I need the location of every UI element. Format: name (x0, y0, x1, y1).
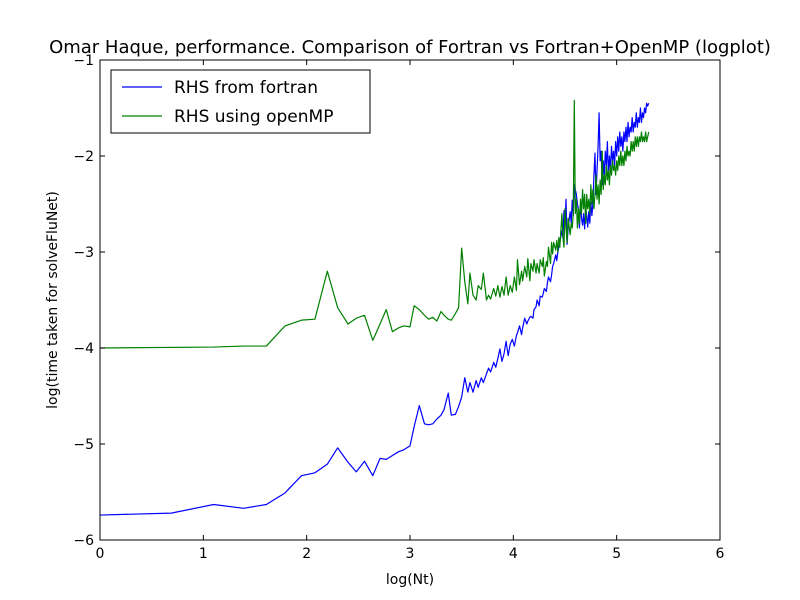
y-tick-label: −5 (73, 437, 94, 453)
y-tick-label: −4 (73, 341, 94, 357)
legend-label-rhs-from-fortran: RHS from fortran (174, 78, 318, 98)
x-tick-label: 6 (716, 546, 725, 562)
y-tick-label: −3 (73, 245, 94, 261)
x-tick-label: 0 (96, 546, 105, 562)
x-tick-label: 4 (509, 546, 518, 562)
x-tick-label: 5 (612, 546, 621, 562)
ticks-layer: 0 1 2 3 4 5 6 −6 −5 −4 −3 −2 −1 (73, 53, 724, 562)
series-line-rhs-using-openmp (99, 99, 650, 349)
y-tick-label: −2 (73, 149, 94, 165)
x-axis-label: log(Nt) (386, 572, 434, 588)
x-tick-label: 1 (199, 546, 208, 562)
x-tick-label: 2 (302, 546, 311, 562)
y-tick-label: −6 (73, 533, 94, 549)
y-tick-label: −1 (73, 53, 94, 69)
x-tick-label: 3 (406, 546, 415, 562)
y-axis-label: log(time taken for solveFluNet) (45, 191, 61, 409)
chart-title: Omar Haque, performance. Comparison of F… (49, 37, 771, 58)
legend: RHS from fortran RHS using openMP (110, 69, 371, 134)
legend-label-rhs-using-openmp: RHS using openMP (174, 107, 333, 127)
legend-box (110, 69, 371, 134)
series-layer (99, 99, 650, 516)
